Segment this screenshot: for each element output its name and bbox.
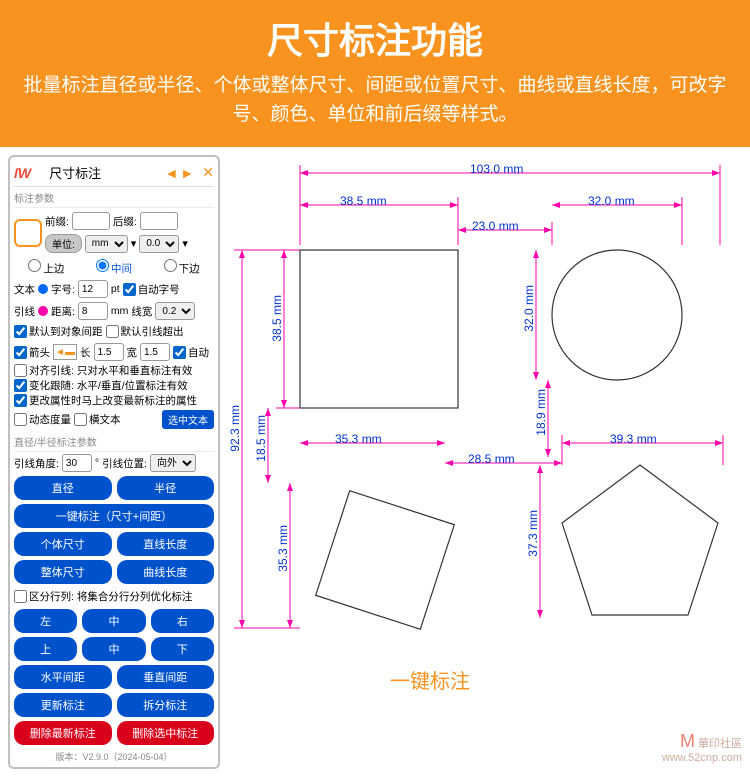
right-button[interactable]: 右 — [151, 609, 214, 633]
arrow-auto-check[interactable]: 自动 — [173, 345, 209, 360]
left-button[interactable]: 左 — [14, 609, 77, 633]
dim-189: 18.9 mm — [534, 389, 548, 436]
dim-923: 92.3 mm — [228, 405, 242, 452]
angle-input[interactable] — [62, 454, 92, 472]
h-gap-button[interactable]: 水平间距 — [14, 665, 112, 689]
follow-check[interactable]: 变化跟随: 水平/垂直/位置标注有效 — [14, 378, 214, 393]
select-text-button[interactable]: 选中文本 — [162, 410, 214, 429]
pos-down-radio[interactable]: 下边 — [164, 259, 200, 276]
v-gap-button[interactable]: 垂直间距 — [117, 665, 215, 689]
unit-select[interactable]: mm — [85, 235, 128, 253]
lead-pos-select[interactable]: 向外 — [150, 454, 196, 472]
onekey-button[interactable]: 一键标注（尺寸+间距） — [14, 504, 214, 528]
drawing-canvas: 103.0 mm 38.5 mm 23.0 mm 32.0 mm 38.5 mm… — [220, 155, 742, 769]
footer-caption: 一键标注 — [390, 665, 470, 694]
horiz-text-check[interactable]: 横文本 — [74, 412, 121, 427]
center-button[interactable]: 中 — [82, 609, 145, 633]
mid-button[interactable]: 中 — [82, 637, 145, 661]
prefix-input[interactable] — [72, 212, 110, 230]
dimension-panel: ſW 尺寸标注 ◄ ► ✕ 标注参数 前缀: 后缀: 单位: mm ▾ 0.0 … — [8, 155, 220, 769]
watermark: M 華印社區 www.52cnp.com — [662, 731, 742, 764]
dim-32: 32.0 mm — [588, 194, 635, 208]
arrow-check[interactable]: 箭头 — [14, 345, 50, 360]
dim-373: 37.3 mm — [526, 510, 540, 557]
header-title: 尺寸标注功能 — [20, 12, 730, 64]
close-icon[interactable]: ✕ — [202, 164, 214, 181]
whole-size-button[interactable]: 整体尺寸 — [14, 560, 112, 584]
section-params: 标注参数 — [14, 187, 214, 208]
bottom-button[interactable]: 下 — [151, 637, 214, 661]
radius-button[interactable]: 半径 — [117, 476, 215, 500]
dist-input[interactable] — [78, 302, 108, 320]
default-out-check[interactable]: 默认引线超出 — [106, 324, 184, 339]
dim-285: 28.5 mm — [468, 452, 515, 466]
version-label: 版本：V2.9.0（2024-05-04） — [14, 747, 214, 763]
panel-title: 尺寸标注 — [49, 163, 164, 182]
split-new-button[interactable]: 拆分标注 — [117, 693, 215, 717]
linewidth-select[interactable]: 0.2 — [155, 302, 195, 320]
diameter-button[interactable]: 直径 — [14, 476, 112, 500]
update-new-button[interactable]: 更新标注 — [14, 693, 112, 717]
pos-up-radio[interactable]: 上边 — [28, 259, 64, 276]
dim-185: 18.5 mm — [254, 415, 268, 462]
del-latest-button[interactable]: 删除最新标注 — [14, 721, 112, 745]
default-dist-check[interactable]: 默认到对象间距 — [14, 324, 103, 339]
dim-103: 103.0 mm — [470, 162, 523, 176]
del-sel-button[interactable]: 删除选中标注 — [117, 721, 215, 745]
dim-353v: 35.3 mm — [276, 525, 290, 572]
line-len-button[interactable]: 直线长度 — [117, 532, 215, 556]
suffix-input[interactable] — [140, 212, 178, 230]
section-radius: 直径/半径标注参数 — [14, 431, 214, 452]
nav-next-icon[interactable]: ► — [180, 165, 194, 181]
color-swatch-main[interactable] — [14, 219, 42, 247]
curve-len-button[interactable]: 曲线长度 — [117, 560, 215, 584]
dim-32v: 32.0 mm — [522, 285, 536, 332]
app-logo: ſW — [14, 165, 31, 181]
arrow-len-input[interactable] — [94, 343, 124, 361]
pos-mid-radio[interactable]: 中间 — [96, 259, 132, 276]
dim-385v: 38.5 mm — [270, 295, 284, 342]
split-rowcol-check[interactable]: 区分行列: 将集合分行分列优化标注 — [14, 586, 214, 607]
top-button[interactable]: 上 — [14, 637, 77, 661]
arrow-style-select[interactable]: ◄▬ — [53, 344, 77, 360]
align-check[interactable]: 对齐引线: 只对水平和垂直标注有效 — [14, 363, 214, 378]
dim-385: 38.5 mm — [340, 194, 387, 208]
dim-23: 23.0 mm — [472, 219, 519, 233]
fontsize-input[interactable] — [78, 280, 108, 298]
precision-select[interactable]: 0.0 — [139, 235, 179, 253]
unit-button[interactable]: 单位: — [45, 234, 82, 253]
dim-393: 39.3 mm — [610, 432, 657, 446]
dynamic-check[interactable]: 动态度量 — [14, 412, 71, 427]
arrow-wid-input[interactable] — [140, 343, 170, 361]
header-banner: 尺寸标注功能 批量标注直径或半径、个体或整体尺寸、间距或位置尺寸、曲线或直线长度… — [0, 0, 750, 147]
lead-color-dot[interactable] — [38, 306, 48, 316]
text-color-dot[interactable] — [38, 284, 48, 294]
header-desc: 批量标注直径或半径、个体或整体尺寸、间距或位置尺寸、曲线或直线长度，可改字号、颜… — [20, 72, 730, 129]
indiv-size-button[interactable]: 个体尺寸 — [14, 532, 112, 556]
nav-prev-icon[interactable]: ◄ — [165, 165, 179, 181]
auto-font-check[interactable]: 自动字号 — [123, 282, 180, 297]
update-check[interactable]: 更改属性时马上改变最新标注的属性 — [14, 393, 214, 408]
dim-353: 35.3 mm — [335, 432, 382, 446]
